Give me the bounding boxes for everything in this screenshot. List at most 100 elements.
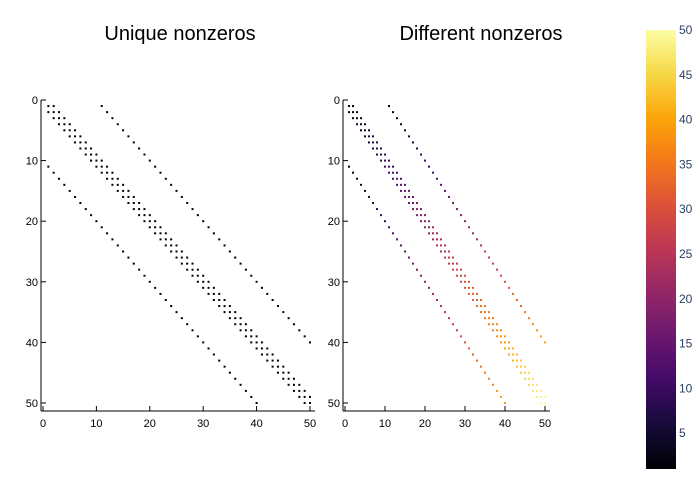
nonzero-marker	[376, 153, 378, 156]
nonzero-marker	[372, 135, 374, 138]
nonzero-marker	[424, 159, 426, 162]
nonzero-marker	[58, 177, 61, 180]
nonzero-marker	[392, 111, 394, 114]
nonzero-marker	[63, 183, 66, 186]
nonzero-marker	[116, 123, 119, 126]
nonzero-marker	[452, 262, 454, 265]
nonzero-marker	[79, 141, 82, 144]
nonzero-marker	[186, 256, 189, 259]
nonzero-marker	[388, 165, 390, 168]
nonzero-marker	[500, 395, 502, 398]
nonzero-marker	[63, 117, 66, 120]
nonzero-marker	[448, 250, 450, 253]
nonzero-marker	[348, 105, 350, 108]
nonzero-marker	[400, 177, 402, 180]
nonzero-marker	[250, 274, 253, 277]
nonzero-marker	[191, 274, 194, 277]
nonzero-marker	[207, 292, 210, 295]
nonzero-marker	[276, 371, 279, 374]
nonzero-marker	[111, 238, 114, 241]
nonzero-marker	[476, 298, 478, 301]
nonzero-marker	[484, 250, 486, 253]
nonzero-marker	[127, 256, 130, 259]
nonzero-marker	[500, 341, 502, 344]
nonzero-marker	[95, 165, 98, 168]
nonzero-marker	[428, 286, 430, 289]
nonzero-marker	[424, 280, 426, 283]
nonzero-marker	[420, 208, 422, 211]
nonzero-marker	[52, 117, 55, 120]
nonzero-marker	[396, 183, 398, 186]
nonzero-marker	[456, 329, 458, 332]
nonzero-marker	[207, 347, 210, 350]
nonzero-marker	[292, 323, 295, 326]
nonzero-marker	[84, 147, 87, 150]
nonzero-marker	[234, 311, 237, 314]
nonzero-marker	[154, 232, 157, 235]
nonzero-marker	[444, 250, 446, 253]
nonzero-marker	[500, 329, 502, 332]
nonzero-marker	[180, 256, 183, 259]
nonzero-marker	[516, 365, 518, 368]
nonzero-marker	[476, 238, 478, 241]
nonzero-marker	[456, 268, 458, 271]
nonzero-marker	[352, 117, 354, 120]
nonzero-marker	[456, 262, 458, 265]
nonzero-marker	[52, 105, 55, 108]
nonzero-marker	[79, 202, 82, 205]
nonzero-marker	[63, 123, 66, 126]
nonzero-marker	[468, 280, 470, 283]
nonzero-marker	[202, 274, 205, 277]
nonzero-marker	[159, 238, 162, 241]
nonzero-marker	[492, 262, 494, 265]
y-tick-label: 30	[328, 277, 340, 289]
nonzero-marker	[164, 244, 167, 247]
nonzero-marker	[111, 117, 114, 120]
nonzero-marker	[496, 389, 498, 392]
y-tick-label: 0	[334, 95, 340, 107]
nonzero-marker	[250, 341, 253, 344]
y-tick-label: 20	[328, 216, 340, 228]
nonzero-marker	[127, 195, 130, 198]
nonzero-marker	[364, 123, 366, 126]
nonzero-marker	[159, 292, 162, 295]
nonzero-marker	[138, 147, 141, 150]
nonzero-marker	[392, 171, 394, 174]
colorbar-tick-label: 5	[679, 426, 686, 440]
nonzero-marker	[464, 286, 466, 289]
nonzero-marker	[432, 232, 434, 235]
nonzero-marker	[420, 274, 422, 277]
nonzero-marker	[464, 341, 466, 344]
nonzero-marker	[212, 232, 215, 235]
nonzero-marker	[508, 347, 510, 350]
colorbar-tick-label: 15	[679, 337, 693, 351]
nonzero-marker	[544, 395, 546, 398]
nonzero-marker	[412, 208, 414, 211]
nonzero-marker	[303, 389, 306, 392]
nonzero-marker	[408, 256, 410, 259]
nonzero-marker	[164, 238, 167, 241]
nonzero-marker	[303, 335, 306, 338]
nonzero-marker	[512, 359, 514, 362]
nonzero-marker	[460, 335, 462, 338]
nonzero-marker	[504, 341, 506, 344]
nonzero-marker	[480, 305, 482, 308]
nonzero-marker	[106, 171, 109, 174]
nonzero-marker	[476, 359, 478, 362]
colorbar-tick-label: 20	[679, 292, 693, 306]
x-tick-label: 50	[304, 418, 316, 430]
nonzero-marker	[122, 189, 125, 192]
nonzero-marker	[360, 183, 362, 186]
nonzero-marker	[79, 135, 82, 138]
nonzero-marker	[196, 335, 199, 338]
nonzero-marker	[508, 353, 510, 356]
right-plot-title: Different nonzeros	[399, 23, 562, 45]
nonzero-marker	[512, 292, 514, 295]
nonzero-marker	[47, 111, 50, 114]
nonzero-marker	[452, 268, 454, 271]
nonzero-marker	[520, 359, 522, 362]
nonzero-marker	[90, 214, 93, 217]
nonzero-marker	[480, 311, 482, 314]
nonzero-marker	[196, 214, 199, 217]
